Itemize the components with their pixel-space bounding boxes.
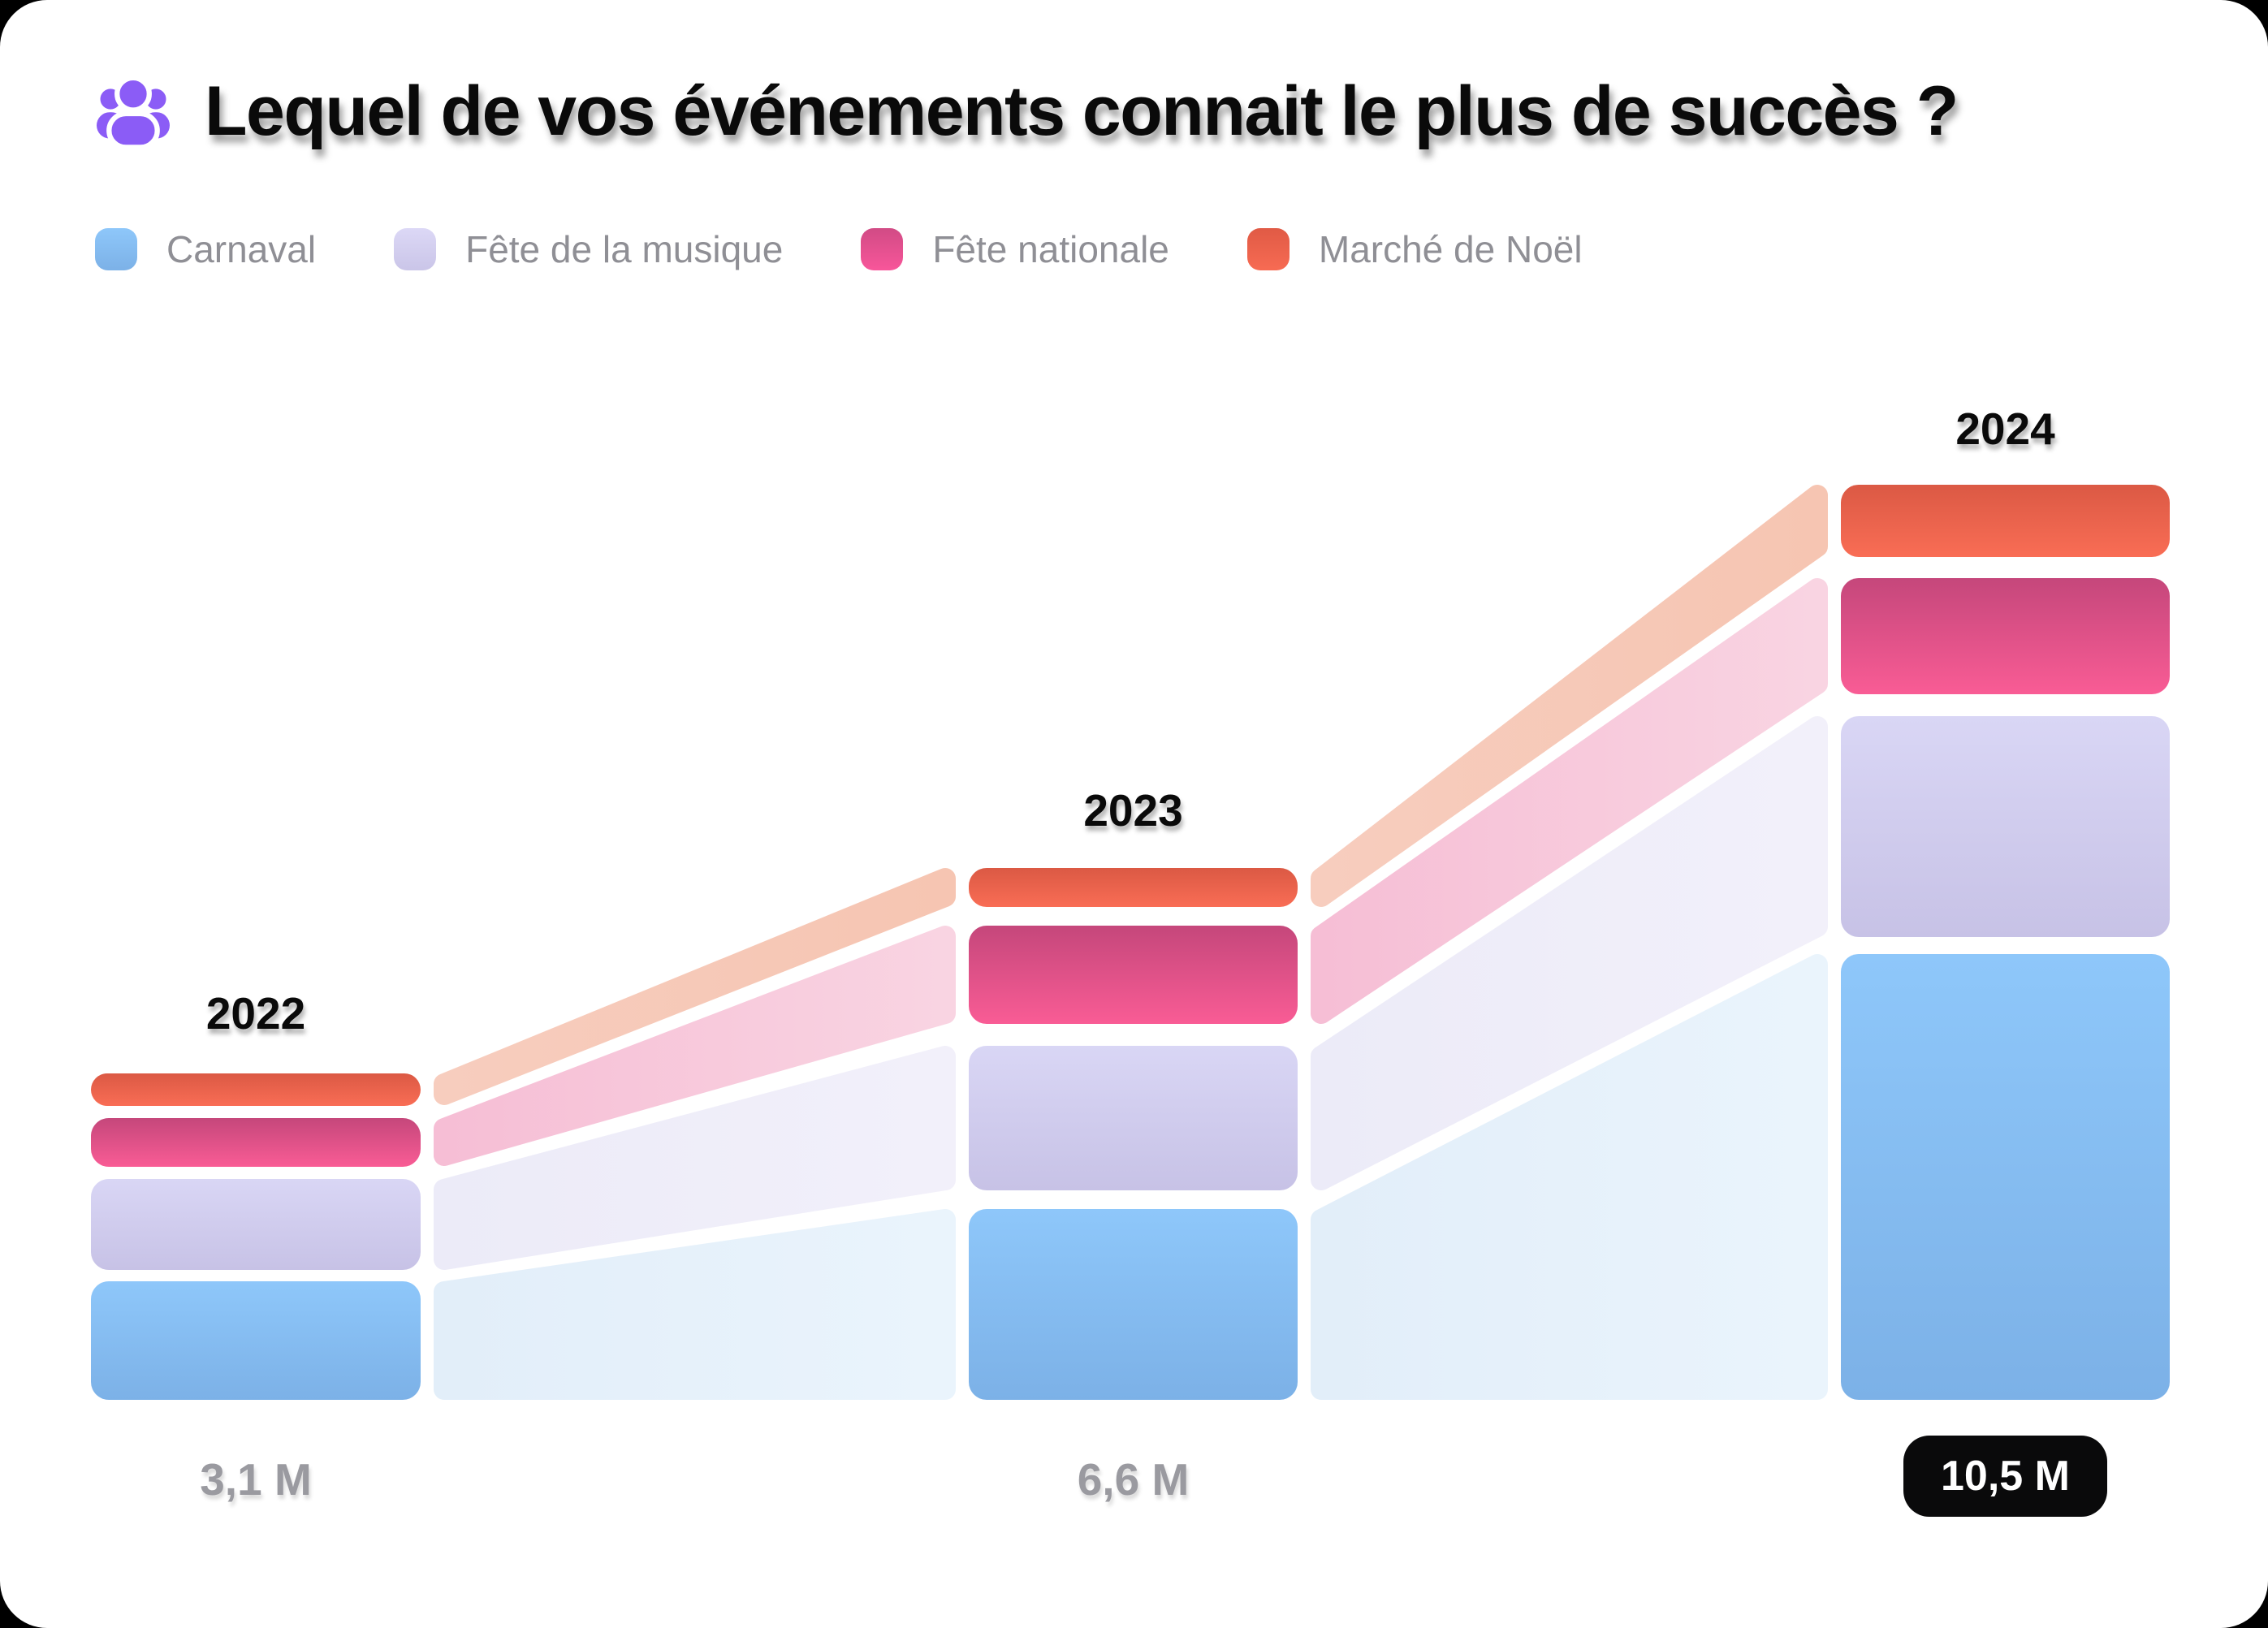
bar-2023-marche-noel[interactable] (969, 868, 1298, 907)
legend-label: Carnaval (166, 228, 317, 270)
flow-2022-2023-marche-noel (434, 868, 956, 1105)
legend-item-fete-musique[interactable]: Fête de la musique (394, 228, 783, 270)
flow-2022-2023-fete-nationale (434, 926, 956, 1166)
flow-2023-2024-fete-musique (1311, 716, 1828, 1190)
bar-2023-carnaval[interactable] (969, 1209, 1298, 1400)
flow-2023-2024-carnaval (1311, 954, 1828, 1400)
legend-item-marche-noel[interactable]: Marché de Noël (1246, 228, 1583, 270)
bar-2024-marche-noel[interactable] (1841, 485, 2170, 557)
bar-2023-fete-nationale[interactable] (969, 926, 1298, 1024)
legend-label: Marché de Noël (1318, 228, 1583, 270)
year-label-2023: 2023 (1083, 785, 1183, 836)
legend-swatch-fete-musique-icon (394, 228, 437, 270)
chart-legend: Carnaval Fête de la musique Fête nationa… (95, 228, 1583, 270)
legend-swatch-fete-nationale-icon (861, 228, 904, 270)
users-group-icon (89, 70, 177, 158)
legend-item-fete-nationale[interactable]: Fête nationale (861, 228, 1169, 270)
flow-2022-2023-carnaval (434, 1209, 956, 1400)
legend-label: Fête nationale (932, 228, 1169, 270)
legend-swatch-carnaval-icon (95, 228, 137, 270)
flow-2022-2023-fete-musique (434, 1046, 956, 1270)
legend-label: Fête de la musique (465, 228, 784, 270)
legend-item-carnaval[interactable]: Carnaval (95, 228, 316, 270)
year-label-2024: 2024 (1955, 404, 2055, 454)
page-title: Lequel de vos événements connait le plus… (205, 72, 1959, 150)
total-pill-2024: 10,5 M (1903, 1436, 2107, 1517)
bar-2024-fete-nationale[interactable] (1841, 578, 2170, 694)
flow-2023-2024-fete-nationale (1311, 578, 1828, 1024)
bar-2023-fete-musique[interactable] (969, 1046, 1298, 1190)
bar-2022-fete-nationale[interactable] (91, 1118, 421, 1167)
total-label-2023: 6,6 M (1077, 1454, 1190, 1505)
total-pill-wrap: 10,5 M (1841, 1436, 2170, 1517)
legend-swatch-marche-noel-icon (1246, 228, 1290, 270)
bar-2024-carnaval[interactable] (1841, 954, 2170, 1400)
flow-2023-2024-marche-noel (1311, 485, 1828, 907)
total-label-2022: 3,1 M (200, 1454, 312, 1505)
bar-2022-carnaval[interactable] (91, 1281, 421, 1400)
bar-2022-fete-musique[interactable] (91, 1179, 421, 1270)
year-label-2022: 2022 (205, 988, 306, 1039)
bar-2022-marche-noel[interactable] (91, 1073, 421, 1106)
bar-2024-fete-musique[interactable] (1841, 716, 2170, 937)
